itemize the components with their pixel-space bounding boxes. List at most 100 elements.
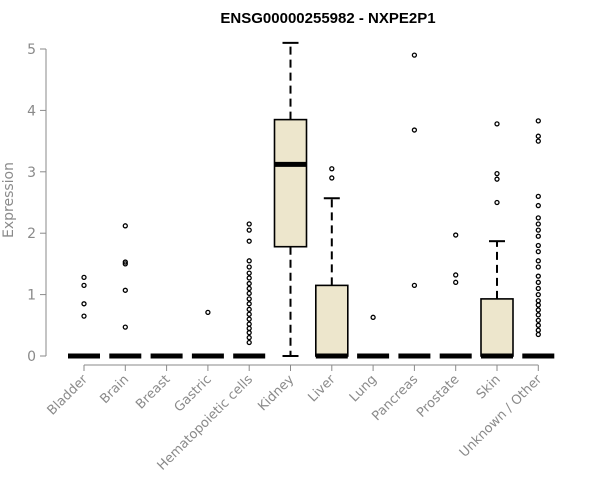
outlier-point [246, 334, 252, 341]
y-axis: 0 1 2 3 4 5 [27, 42, 47, 365]
outlier-point [535, 138, 541, 144]
outlier-point [494, 199, 500, 206]
outlier-point [535, 248, 541, 255]
outlier-point [246, 301, 252, 307]
box-series [68, 41, 555, 359]
outlier-point [246, 258, 252, 264]
outlier-point [246, 285, 252, 292]
outlier-point [535, 285, 541, 292]
y-axis-label: Expression [1, 162, 17, 238]
outlier-point [535, 302, 541, 308]
outlier-point [535, 273, 541, 279]
x-tick-label: Pancreas [369, 372, 421, 424]
outlier-point [535, 327, 541, 333]
box-hematopoietic-cells [233, 221, 266, 359]
box-iqr [314, 284, 349, 357]
outlier-point [535, 264, 541, 270]
box-unknown-other [522, 118, 555, 359]
outlier-point [122, 259, 128, 265]
outlier-point [535, 317, 541, 324]
outlier-point [535, 193, 541, 200]
outlier-point [246, 280, 252, 287]
y-tick-label: 5 [27, 42, 36, 58]
box-lung [357, 314, 390, 359]
outlier-point [453, 272, 459, 278]
outlier-point [246, 296, 252, 302]
outlier-point [246, 321, 252, 327]
outlier-point [535, 312, 541, 318]
y-tick-label: 0 [27, 349, 36, 365]
box-bladder [68, 274, 100, 359]
outlier-point [122, 287, 128, 293]
outlier-point [246, 264, 252, 270]
outlier-point [535, 118, 541, 124]
outlier-point [411, 282, 418, 289]
outlier-point [535, 215, 541, 221]
outlier-point [246, 227, 252, 233]
x-tick-label: Lung [347, 372, 380, 405]
outlier-point [535, 307, 541, 313]
box-iqr [480, 298, 514, 357]
outlier-point [329, 175, 335, 181]
outlier-point [535, 331, 541, 338]
outlier-point [246, 306, 252, 312]
outlier-point [329, 166, 335, 172]
box-prostate [439, 232, 472, 359]
outlier-point [122, 261, 128, 267]
x-tick-label: Breast [133, 372, 173, 412]
outlier-point [535, 233, 541, 239]
outlier-point [122, 324, 128, 330]
outlier-point [205, 309, 211, 316]
outlier-point [246, 311, 252, 317]
outlier-point [246, 316, 252, 322]
box-brain [109, 223, 142, 359]
outlier-point [411, 127, 418, 133]
outlier-point [535, 322, 541, 328]
x-tick-label: Prostate [414, 372, 462, 420]
outlier-point [535, 202, 541, 209]
outlier-point [535, 133, 541, 139]
outlier-point [246, 339, 252, 346]
y-tick-label: 4 [27, 103, 36, 119]
outlier-point [535, 291, 541, 298]
outlier-point [81, 313, 87, 319]
x-tick-label: Skin [474, 372, 504, 402]
x-tick-label: Kidney [255, 372, 297, 414]
outlier-point [494, 176, 500, 182]
outlier-point [81, 274, 87, 281]
outlier-point [411, 52, 418, 58]
box-liver [314, 166, 349, 359]
outlier-point [246, 275, 252, 281]
outlier-point [494, 121, 500, 127]
outlier-point [246, 270, 252, 276]
x-tick-label: Brain [97, 372, 132, 407]
outlier-point [81, 282, 87, 289]
outlier-point [246, 221, 252, 227]
box-iqr [273, 118, 308, 248]
outlier-point [494, 170, 500, 177]
y-tick-label: 2 [27, 226, 36, 242]
outlier-point [453, 232, 459, 238]
outlier-point [370, 314, 376, 320]
outlier-point [535, 242, 541, 249]
outlier-point [81, 301, 87, 307]
x-tick-label: Bladder [45, 372, 92, 419]
box-pancreas [398, 52, 431, 359]
outlier-point [535, 279, 541, 285]
outlier-point [246, 330, 252, 336]
outlier-point [453, 279, 459, 285]
box-gastric [191, 309, 224, 359]
box-kidney [273, 41, 308, 357]
chart-title: ENSG00000255982 - NXPE2P1 [220, 10, 435, 27]
outlier-point [122, 223, 128, 229]
y-tick-label: 1 [27, 288, 36, 304]
outlier-point [535, 258, 541, 264]
outlier-point [246, 325, 252, 332]
outlier-point [246, 238, 252, 244]
outlier-point [535, 298, 541, 304]
outlier-point [535, 221, 541, 227]
box-skin [480, 121, 514, 359]
